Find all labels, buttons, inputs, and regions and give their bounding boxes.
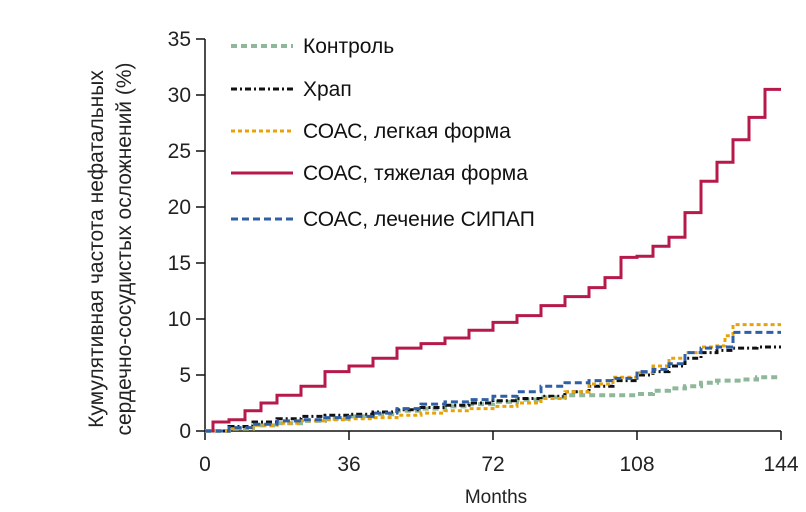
x-axis-label: Months xyxy=(465,487,527,508)
legend-label-2: Храп xyxy=(303,78,352,101)
y-axis-label-line-2: сердечно-сосудистых осложнений (%) xyxy=(113,62,136,435)
x-tick-label: 0 xyxy=(199,453,211,476)
legend-label-4: СОАС, тяжелая форма xyxy=(303,162,528,185)
y-tick-label: 15 xyxy=(168,252,191,275)
x-tick-label: 72 xyxy=(481,453,504,476)
y-tick-label: 30 xyxy=(168,84,191,107)
x-tick-label: 36 xyxy=(337,453,360,476)
series-line-5 xyxy=(205,330,781,433)
y-tick-label: 35 xyxy=(168,28,191,51)
chart-legend: Контроль Храп СОАС, легкая форма СОАС, тяже… xyxy=(231,35,535,231)
y-axis-label-line-1: Кумулятивная частота нефатальных xyxy=(85,70,108,428)
y-tick-label: 5 xyxy=(179,364,191,387)
legend-label-3: СОАС, легкая форма xyxy=(303,120,511,143)
chart-series-layer xyxy=(205,87,781,433)
y-tick-label: 25 xyxy=(168,140,191,163)
y-tick-label: 10 xyxy=(168,308,191,331)
y-tick-label: 20 xyxy=(168,196,191,219)
series-line-3 xyxy=(205,323,781,433)
series-line-4 xyxy=(205,87,781,433)
chart-axes: 0 5 10 15 20 25 30 35 0 36 72 108 144 xyxy=(168,28,799,476)
legend-label-1: Контроль xyxy=(303,35,394,58)
series-line-2 xyxy=(205,345,781,433)
x-tick-label: 144 xyxy=(763,453,798,476)
legend-label-5: СОАС, лечение СИПАП xyxy=(303,208,535,231)
y-tick-label: 0 xyxy=(179,420,191,443)
x-tick-label: 108 xyxy=(619,453,654,476)
